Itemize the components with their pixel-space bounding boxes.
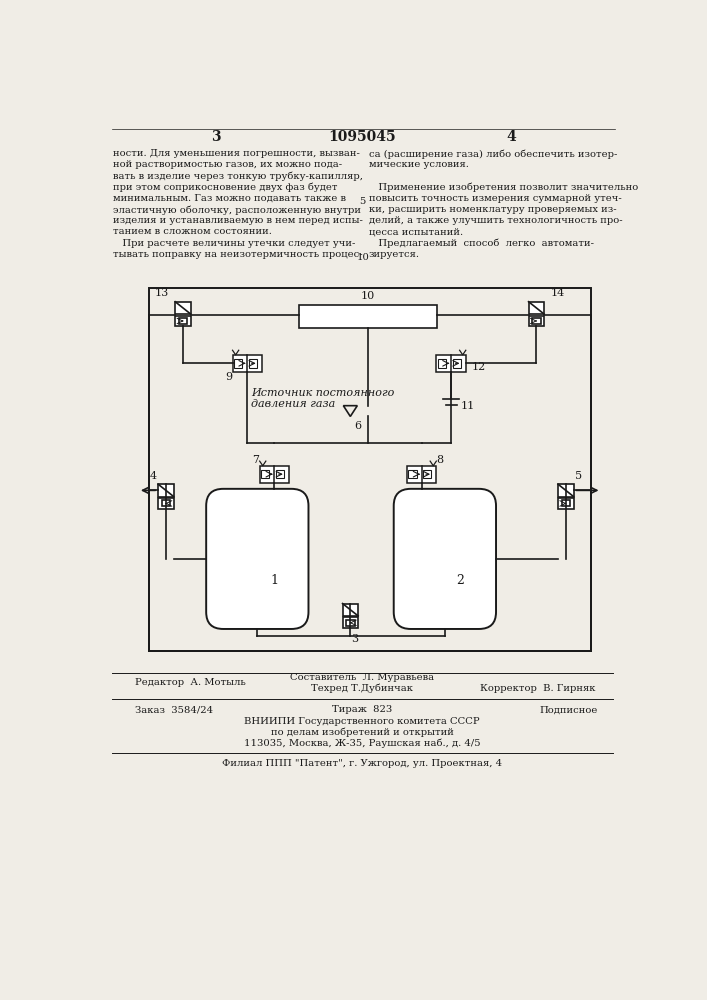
Text: изделия и устанавливаемую в нем перед испы-: изделия и устанавливаемую в нем перед ис… bbox=[113, 216, 363, 225]
Bar bbox=[407, 466, 436, 483]
Text: повысить точность измерения суммарной утеч-: повысить точность измерения суммарной ут… bbox=[369, 194, 621, 203]
Text: 1095045: 1095045 bbox=[328, 130, 396, 144]
Text: 9: 9 bbox=[225, 372, 232, 382]
Text: 3: 3 bbox=[351, 634, 358, 644]
Text: цесса испытаний.: цесса испытаний. bbox=[369, 227, 463, 236]
Text: давления газа: давления газа bbox=[251, 399, 335, 409]
Text: Применение изобретения позволит значительно: Применение изобретения позволит значител… bbox=[369, 183, 638, 192]
Text: 12: 12 bbox=[472, 362, 486, 372]
Text: зируется.: зируется. bbox=[369, 250, 420, 259]
Text: 10: 10 bbox=[361, 291, 375, 301]
Text: 2: 2 bbox=[457, 574, 464, 587]
Bar bbox=[438, 359, 446, 368]
Bar bbox=[423, 470, 431, 478]
Text: При расчете величины утечки следует учи-: При расчете величины утечки следует учи- bbox=[113, 239, 356, 248]
Text: 6: 6 bbox=[354, 421, 361, 431]
Text: Филиал ППП "Патент", г. Ужгород, ул. Проектная, 4: Филиал ППП "Патент", г. Ужгород, ул. Про… bbox=[222, 759, 502, 768]
Text: при этом соприкосновение двух фаз будет: при этом соприкосновение двух фаз будет bbox=[113, 183, 338, 192]
Bar bbox=[149, 288, 590, 651]
Bar bbox=[299, 305, 437, 328]
Bar bbox=[175, 316, 191, 326]
Text: мические условия.: мические условия. bbox=[369, 160, 469, 169]
Bar bbox=[558, 498, 573, 509]
Bar bbox=[259, 466, 289, 483]
Text: Предлагаемый  способ  легко  автомати-: Предлагаемый способ легко автомати- bbox=[369, 239, 594, 248]
Bar bbox=[532, 318, 541, 324]
Text: ВНИИПИ Государственного комитета СССР: ВНИИПИ Государственного комитета СССР bbox=[244, 717, 480, 726]
Text: 4: 4 bbox=[506, 130, 515, 144]
Bar bbox=[276, 470, 284, 478]
Bar bbox=[249, 359, 257, 368]
Bar bbox=[158, 484, 174, 497]
Text: минимальным. Газ можно подавать также в: минимальным. Газ можно подавать также в bbox=[113, 194, 346, 203]
Text: 4: 4 bbox=[150, 471, 157, 481]
Text: са (расширение газа) либо обеспечить изотер-: са (расширение газа) либо обеспечить изо… bbox=[369, 149, 617, 159]
Bar bbox=[529, 316, 544, 326]
Bar bbox=[179, 318, 187, 324]
Bar bbox=[175, 302, 191, 314]
Bar bbox=[452, 359, 461, 368]
Text: Составитель  Л. Муравьева: Составитель Л. Муравьева bbox=[290, 673, 434, 682]
Text: 13: 13 bbox=[155, 288, 169, 298]
Text: 5: 5 bbox=[575, 471, 582, 481]
Text: Источник постоянного: Источник постоянного bbox=[251, 388, 395, 398]
Bar bbox=[158, 498, 174, 509]
FancyBboxPatch shape bbox=[206, 489, 308, 629]
Bar bbox=[343, 617, 358, 628]
Text: Корректор  В. Гирняк: Корректор В. Гирняк bbox=[480, 684, 595, 693]
Bar bbox=[529, 302, 544, 314]
Text: Редактор  А. Мотыль: Редактор А. Мотыль bbox=[135, 678, 245, 687]
Text: танием в сложном состоянии.: танием в сложном состоянии. bbox=[113, 227, 272, 236]
Text: тывать поправку на неизотермичность процес-: тывать поправку на неизотермичность проц… bbox=[113, 250, 363, 259]
Text: 14: 14 bbox=[550, 288, 564, 298]
Text: 5: 5 bbox=[360, 197, 366, 206]
Bar bbox=[343, 604, 358, 616]
Bar bbox=[561, 500, 570, 506]
Bar bbox=[233, 355, 262, 372]
Bar bbox=[346, 620, 355, 626]
Text: 3: 3 bbox=[211, 130, 221, 144]
Text: 7: 7 bbox=[252, 455, 259, 465]
Text: 10: 10 bbox=[356, 253, 369, 262]
Text: 1: 1 bbox=[270, 574, 279, 587]
Text: 113035, Москва, Ж-35, Раушская наб., д. 4/5: 113035, Москва, Ж-35, Раушская наб., д. … bbox=[244, 738, 480, 748]
Bar bbox=[162, 500, 170, 506]
Text: Тираж  823: Тираж 823 bbox=[332, 705, 392, 714]
Text: ной растворимостью газов, их можно пода-: ной растворимостью газов, их можно пода- bbox=[113, 160, 342, 169]
Text: 11: 11 bbox=[460, 401, 474, 411]
Bar bbox=[234, 359, 243, 368]
FancyBboxPatch shape bbox=[394, 489, 496, 629]
Bar bbox=[261, 470, 269, 478]
Text: вать в изделие через тонкую трубку-капилляр,: вать в изделие через тонкую трубку-капил… bbox=[113, 172, 363, 181]
Text: эластичную оболочку, расположенную внутри: эластичную оболочку, расположенную внутр… bbox=[113, 205, 361, 215]
Text: ности. Для уменьшения погрешности, вызван-: ности. Для уменьшения погрешности, вызва… bbox=[113, 149, 360, 158]
Text: Техред Т.Дубинчак: Техред Т.Дубинчак bbox=[311, 684, 413, 693]
Text: делий, а также улучшить технологичность про-: делий, а также улучшить технологичность … bbox=[369, 216, 623, 225]
Bar bbox=[436, 355, 466, 372]
Text: 8: 8 bbox=[437, 455, 444, 465]
Text: ки, расширить номенклатуру проверяемых из-: ки, расширить номенклатуру проверяемых и… bbox=[369, 205, 617, 214]
Bar bbox=[409, 470, 416, 478]
Text: Заказ  3584/24: Заказ 3584/24 bbox=[135, 705, 213, 714]
Text: по делам изобретений и открытий: по делам изобретений и открытий bbox=[271, 727, 453, 737]
Text: Подписное: Подписное bbox=[539, 705, 598, 714]
Bar bbox=[558, 484, 573, 497]
